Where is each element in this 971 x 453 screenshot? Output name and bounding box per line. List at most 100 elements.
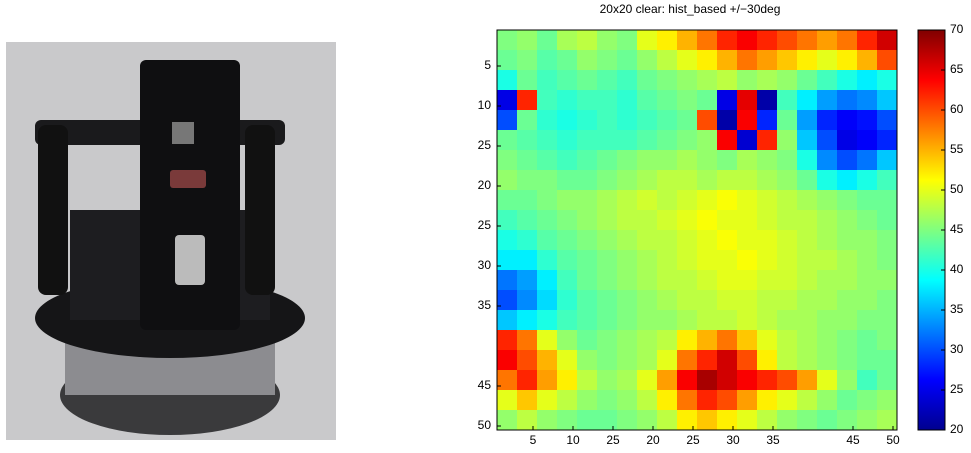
heat-cell [657,130,678,151]
heat-cell [817,310,838,331]
heat-cell [837,210,858,231]
heat-cell [817,190,838,211]
heat-cell [637,90,658,111]
heat-cell [697,30,718,51]
heat-cell [497,370,518,391]
heat-cell [837,50,858,71]
heat-cell [537,50,558,71]
heat-cell [717,230,738,251]
heat-cell [597,230,618,251]
heat-cell [837,350,858,371]
y-tick-label: 45 [478,378,492,392]
heat-cell [697,310,718,331]
heat-cell [797,410,818,431]
heat-cell [577,30,598,51]
heat-cell [557,350,578,371]
heat-cell [657,150,678,171]
heat-cell [837,90,858,111]
heat-cell [517,350,538,371]
heat-cell [517,410,538,431]
heat-cell [677,290,698,311]
heat-cell [857,190,878,211]
heat-cell [557,70,578,91]
heat-cell [837,150,858,171]
heat-cell [757,30,778,51]
heat-cell [777,30,798,51]
heat-cell [637,70,658,91]
heat-cell [777,250,798,271]
heat-cell [857,350,878,371]
heat-cell [597,70,618,91]
heat-cell [757,110,778,131]
device-photo [6,42,336,440]
heat-cell [637,230,658,251]
heat-cell [797,330,818,351]
heat-cell [577,70,598,91]
heat-cell [817,50,838,71]
heat-cell [597,330,618,351]
heat-cell [817,30,838,51]
heat-cell [757,330,778,351]
colorbar-tick-label: 40 [950,262,964,276]
heat-cell [817,370,838,391]
heat-cell [637,210,658,231]
y-tick-label: 30 [478,258,492,272]
heat-cell [857,150,878,171]
y-tick-label: 35 [478,298,492,312]
heat-cell [737,310,758,331]
heat-cell [537,270,558,291]
heat-cell [797,230,818,251]
heat-cell [517,390,538,411]
heat-cell [577,110,598,131]
heat-cell [597,90,618,111]
heat-cell [777,150,798,171]
heat-cell [577,410,598,431]
heat-cell [717,410,738,431]
plot-frame [496,29,898,431]
heat-cell [617,270,638,291]
heat-cell [677,350,698,371]
heat-cell [517,270,538,291]
heat-cell [677,270,698,291]
heat-cell [737,110,758,131]
heat-cell [697,350,718,371]
y-tick-label: 20 [478,178,492,192]
heat-cell [757,150,778,171]
heat-cell [577,390,598,411]
colorbar-tick-label: 20 [950,422,964,436]
heat-cell [557,390,578,411]
heat-cell [617,390,638,411]
heat-cell [877,250,898,271]
heat-cell [617,230,638,251]
heat-cell [737,390,758,411]
heat-cell [817,390,838,411]
heat-cell [617,210,638,231]
heat-cell [617,410,638,431]
heat-cell [797,370,818,391]
heat-cell [877,170,898,191]
heat-cell [777,50,798,71]
heat-cell [757,390,778,411]
x-tick-label: 45 [846,433,860,447]
heat-cell [657,330,678,351]
heat-cell [757,190,778,211]
heat-cell [797,130,818,151]
y-tick-label: 10 [478,98,492,112]
heat-cell [857,30,878,51]
heat-cell [837,190,858,211]
heat-cell [657,30,678,51]
heat-cell [597,30,618,51]
heat-cell [857,310,878,331]
heat-cell [577,190,598,211]
heat-cell [637,50,658,71]
heat-cell [677,330,698,351]
heat-cell [677,230,698,251]
heat-cell [837,170,858,191]
heat-cell [737,190,758,211]
heat-cell [617,310,638,331]
heat-cell [637,330,658,351]
heat-cell [557,150,578,171]
heat-cell [577,290,598,311]
heat-cell [637,350,658,371]
heat-cell [877,70,898,91]
